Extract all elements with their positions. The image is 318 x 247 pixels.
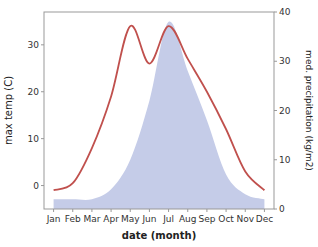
y-tick-label: 0 (33, 181, 39, 191)
x-tick (111, 209, 112, 212)
x-tick-label: Oct (218, 214, 234, 224)
plot-area (54, 21, 265, 209)
x-tick-label: Jan (46, 214, 61, 224)
x-tick-label: May (121, 214, 140, 224)
y2-tick-label: 40 (279, 7, 291, 17)
y2-tick (274, 61, 277, 62)
x-tick-label: Aug (179, 214, 197, 224)
y2-tick (274, 209, 277, 210)
y-tick (41, 138, 44, 139)
x-tick-label: Jul (162, 214, 174, 224)
x-tick-label: Sep (198, 214, 215, 224)
x-tick (130, 209, 131, 212)
x-tick (264, 209, 265, 212)
y2-tick-label: 10 (279, 155, 291, 165)
y2-tick (274, 110, 277, 111)
x-tick (226, 209, 227, 212)
x-tick-label: Mar (83, 214, 100, 224)
x-tick (187, 209, 188, 212)
x-tick-label: Jun (141, 214, 156, 224)
y2-tick-label: 20 (279, 106, 291, 116)
x-tick (91, 209, 92, 212)
x-tick-label: Feb (65, 214, 81, 224)
x-tick (149, 209, 150, 212)
y-tick (41, 44, 44, 45)
y2-tick-label: 30 (279, 56, 291, 66)
y-tick-label: 20 (28, 87, 40, 97)
x-axis-label: date (month) (122, 230, 196, 241)
y-tick-label: 10 (28, 134, 40, 144)
y2-axis-label: med. precipitation (kg/m2) (304, 50, 314, 171)
x-tick (72, 209, 73, 212)
temperature-line (54, 26, 265, 191)
x-tick-label: Dec (256, 214, 273, 224)
y-tick (41, 91, 44, 92)
x-tick (168, 209, 169, 212)
y-tick (41, 185, 44, 186)
x-tick-label: Nov (236, 214, 254, 224)
y2-tick (274, 159, 277, 160)
y-axis-label: max temp (C) (3, 76, 14, 145)
x-tick (245, 209, 246, 212)
y2-tick (274, 12, 277, 13)
chart: Jan FebMarAprMayJun Jul AugSepOctNovDec 0 10 2… (0, 0, 318, 247)
precipitation-area (54, 21, 265, 209)
x-tick-label: Apr (103, 214, 119, 224)
x-tick (206, 209, 207, 212)
y2-tick-label: 0 (279, 204, 285, 214)
plot-frame (44, 12, 274, 209)
x-tick (53, 209, 54, 212)
y-tick-label: 30 (28, 40, 40, 50)
